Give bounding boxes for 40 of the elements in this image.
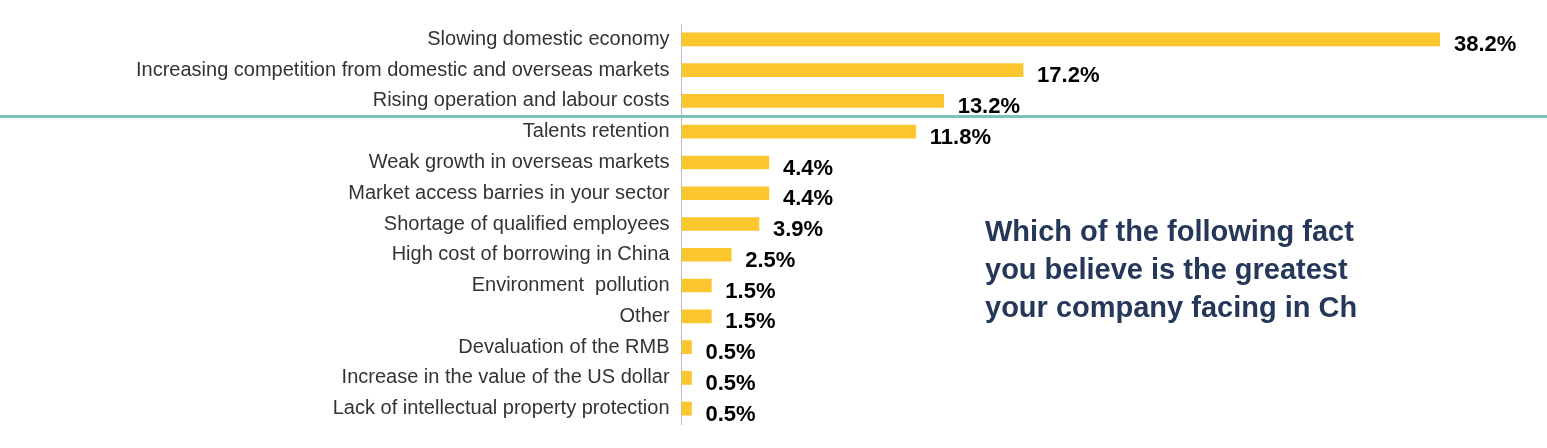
y-tick-label: Weak growth in overseas markets <box>368 149 670 172</box>
bar <box>681 401 692 416</box>
y-tick-label: Increasing competition from domestic and overseas markets <box>135 57 670 80</box>
y-tick-label: Talents retention <box>522 119 670 142</box>
data-label: 0.5% <box>705 400 756 426</box>
data-label: 11.8% <box>929 123 992 149</box>
bar <box>681 155 770 170</box>
bar <box>681 217 760 231</box>
bar <box>681 247 732 262</box>
y-tick-label: Environment pollution <box>471 273 670 296</box>
y-tick-label: Slowing domestic economy <box>427 26 670 49</box>
data-label: 2.5% <box>745 246 796 272</box>
data-label: 0.5% <box>705 369 756 395</box>
y-tick-label: Lack of intellectual property protection <box>332 396 670 419</box>
y-tick-label: Increase in the value of the US dollar <box>341 365 670 388</box>
y-tick-label: High cost of borrowing in China <box>391 242 671 265</box>
bar <box>681 371 692 385</box>
y-tick-label: Shortage of qualified employees <box>383 211 670 234</box>
y-tick-label: Other <box>619 303 670 326</box>
data-label: 0.5% <box>705 339 756 365</box>
bar <box>681 32 1440 47</box>
data-label: 1.5% <box>725 308 776 334</box>
y-tick-label: Devaluation of the RMB <box>458 334 670 357</box>
bar <box>681 124 917 139</box>
bar <box>681 186 770 201</box>
data-label: 3.9% <box>773 216 824 242</box>
bar <box>681 63 1024 77</box>
data-label: 4.4% <box>782 154 834 180</box>
data-label: 17.2% <box>1037 62 1100 88</box>
data-label: 38.2% <box>1454 31 1517 57</box>
bar <box>681 278 712 293</box>
bar <box>681 340 692 354</box>
data-label: 1.5% <box>725 277 776 303</box>
annotation: Which of the following fact you believe is the greatest your company facing in Ch <box>985 214 1358 325</box>
bar <box>681 94 944 108</box>
y-tick-label: Rising operation and labour costs <box>372 88 670 111</box>
y-tick-label: Market access barries in your sector <box>348 180 670 203</box>
data-label: 13.2% <box>957 92 1021 118</box>
data-label: 4.4% <box>782 185 834 211</box>
bar <box>681 309 712 324</box>
